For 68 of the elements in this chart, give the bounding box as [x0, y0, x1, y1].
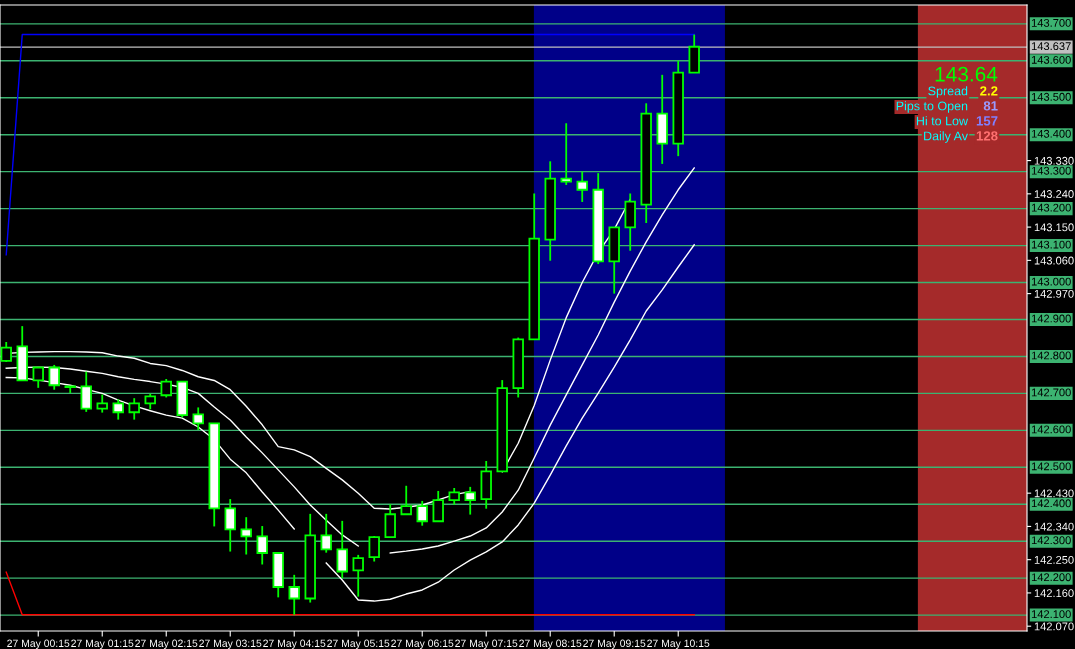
candlestick: [560, 122, 572, 186]
x-tick-label: 27 May 05:15: [327, 639, 390, 649]
candlestick: [384, 503, 396, 539]
ref-line-label: 142.600: [1031, 425, 1071, 434]
y-tick-label: 142.070: [1034, 622, 1074, 631]
candlestick: [240, 516, 252, 556]
candlestick: [256, 525, 268, 566]
candlestick: [368, 535, 380, 563]
y-tick-label: 143.150: [1034, 223, 1074, 232]
y-tick-label: 142.160: [1034, 589, 1074, 598]
annotation: Daily Av: [924, 131, 968, 143]
ref-line-label: 142.900: [1031, 314, 1071, 323]
ref-line-label: 142.200: [1031, 573, 1071, 582]
x-tick-label: 27 May 04:15: [263, 639, 326, 649]
y-tick-label: 143.060: [1034, 256, 1074, 265]
candlestick: [0, 341, 12, 363]
ref-line-label: 142.700: [1031, 388, 1071, 397]
x-tick-label: 27 May 06:15: [391, 639, 454, 649]
candlestick: [160, 378, 172, 399]
candlestick: [352, 553, 364, 598]
candlestick: [432, 490, 444, 523]
ref-line-label: 143.700: [1031, 18, 1071, 27]
ref-line-label: 142.100: [1031, 610, 1071, 619]
y-tick-label: 143.330: [1034, 156, 1074, 165]
ref-line-label: 143.637: [1031, 42, 1071, 51]
candlestick: [576, 170, 588, 203]
ref-line-label: 143.500: [1031, 92, 1071, 101]
ref-line-label: 142.800: [1031, 351, 1071, 360]
ref-line-label: 143.600: [1031, 55, 1071, 64]
x-tick-label: 27 May 10:15: [647, 639, 710, 649]
ref-line-label: 143.400: [1031, 129, 1071, 138]
x-tick-label: 27 May 02:15: [135, 639, 198, 649]
candlestick: [32, 366, 44, 389]
y-tick-label: 142.430: [1034, 489, 1074, 498]
annotation: 128: [976, 131, 998, 141]
annotation: 157: [976, 116, 998, 126]
candlestick: [48, 364, 60, 391]
x-tick-label: 27 May 03:15: [199, 639, 262, 649]
ref-line-label: 142.400: [1031, 499, 1071, 508]
y-tick-label: 142.250: [1034, 555, 1074, 564]
annotation: 81: [983, 101, 998, 111]
annotation: Spread: [928, 86, 968, 98]
x-tick-label: 27 May 09:15: [583, 639, 646, 649]
ref-line-label: 142.500: [1031, 462, 1071, 471]
ref-line-label: 143.100: [1031, 240, 1071, 249]
annotation: Pips to Open: [896, 101, 968, 113]
ref-line-label: 143.200: [1031, 203, 1071, 212]
x-tick-label: 27 May 07:15: [455, 639, 518, 649]
ref-line-label: 143.000: [1031, 277, 1071, 286]
candlestick: [288, 573, 300, 616]
annotation: Hi to Low: [916, 116, 969, 126]
candlestick: [80, 370, 92, 413]
candlestick: [400, 484, 412, 516]
annotation: 2.2: [980, 86, 998, 96]
candlestick: [128, 397, 140, 421]
candlestick: [192, 406, 204, 431]
ref-line-label: 142.300: [1031, 536, 1071, 545]
y-tick-label: 142.970: [1034, 289, 1074, 298]
annotation: 143.64: [935, 66, 998, 82]
y-tick-label: 142.340: [1034, 522, 1074, 531]
candlestick: [96, 393, 108, 414]
ref-line-label: 143.300: [1031, 166, 1071, 175]
x-tick-label: 27 May 00:15: [7, 639, 70, 649]
x-tick-label: 27 May 08:15: [519, 639, 582, 649]
candlestick: [112, 398, 124, 421]
y-tick-label: 143.240: [1034, 190, 1074, 198]
x-tick-label: 27 May 01:15: [71, 639, 134, 649]
candlestick: [224, 498, 236, 553]
